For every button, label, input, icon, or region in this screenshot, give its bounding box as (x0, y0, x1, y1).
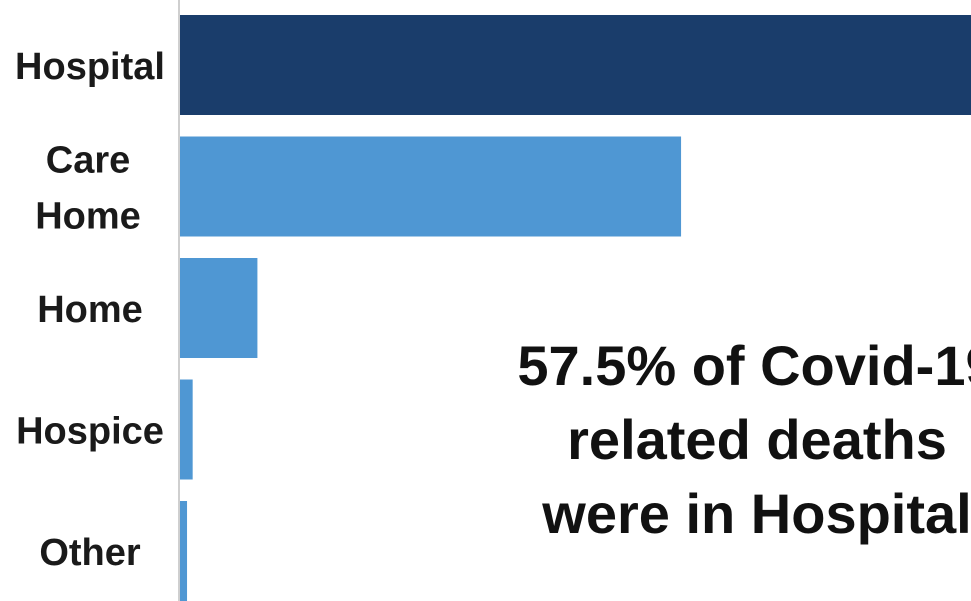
y-tick-label: Other (39, 532, 141, 574)
annotation: 57.5% of Covid-19 (517, 334, 971, 397)
annotation: were in Hospital (541, 482, 971, 545)
y-tick-label: Hospice (16, 411, 164, 453)
bar (180, 15, 971, 115)
bar (180, 136, 682, 237)
bar (180, 379, 193, 480)
y-tick-label: Home (37, 289, 143, 331)
y-tick-label: Hospital (15, 46, 165, 88)
annotation: related deaths (567, 408, 947, 471)
y-tick-label: Care Home (35, 140, 141, 238)
bar (180, 501, 188, 601)
bar (180, 258, 258, 358)
